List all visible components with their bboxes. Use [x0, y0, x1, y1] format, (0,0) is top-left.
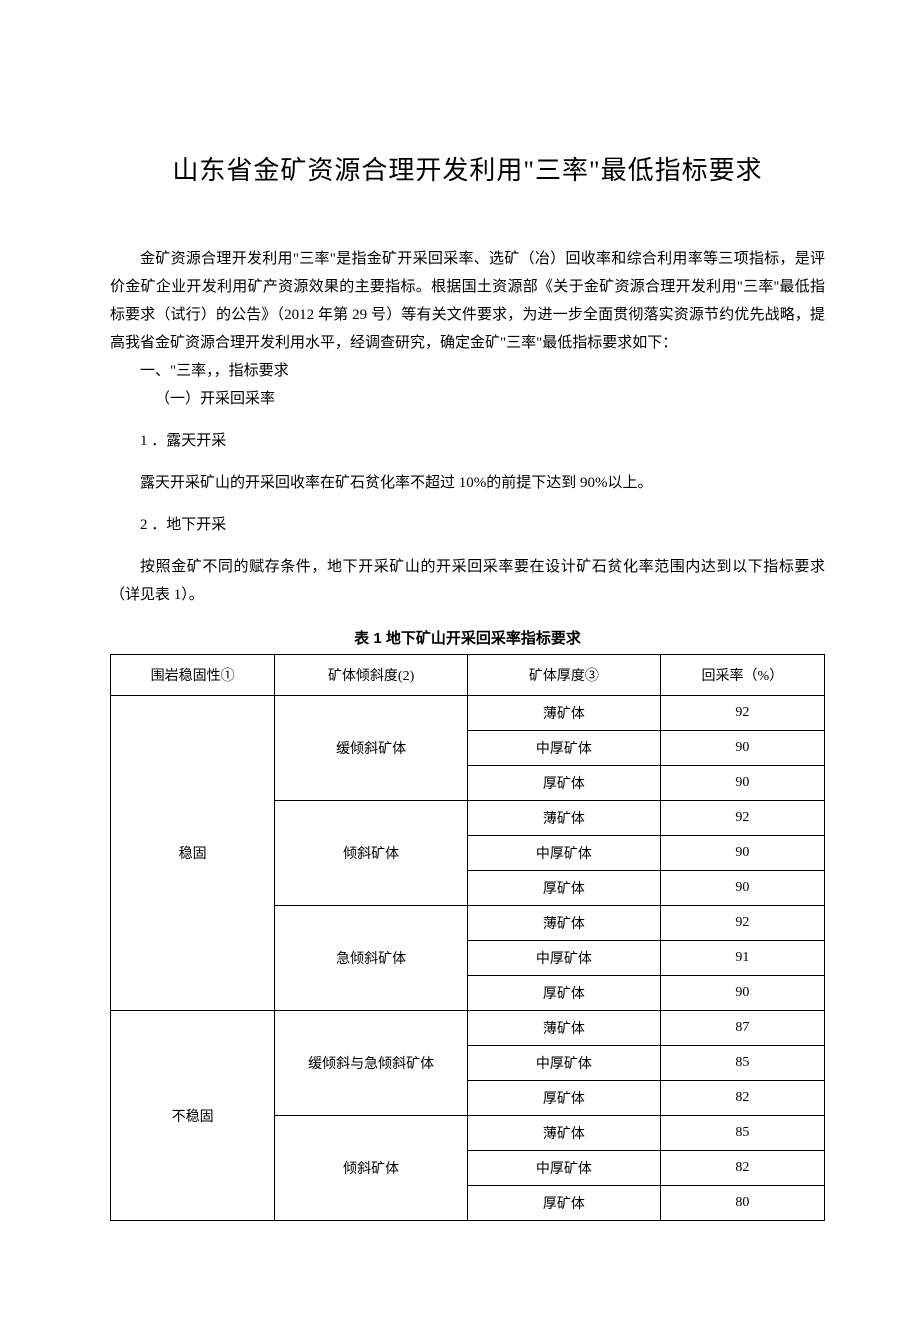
cell-rate: 90	[660, 731, 824, 766]
cell-thickness: 中厚矿体	[467, 731, 660, 766]
cell-thickness: 中厚矿体	[467, 941, 660, 976]
cell-thickness: 厚矿体	[467, 1081, 660, 1116]
cell-thickness: 厚矿体	[467, 766, 660, 801]
cell-rate: 92	[660, 696, 824, 731]
cell-rate: 82	[660, 1151, 824, 1186]
cell-thickness: 薄矿体	[467, 801, 660, 836]
section-1-heading: 一、"三率，，指标要求	[110, 357, 825, 385]
cell-stability: 稳固	[111, 696, 275, 1011]
item-2-body: 按照金矿不同的赋存条件，地下开采矿山的开采回采率要在设计矿石贫化率范围内达到以下…	[110, 553, 825, 609]
cell-thickness: 薄矿体	[467, 696, 660, 731]
cell-thickness: 薄矿体	[467, 1116, 660, 1151]
item-1-body: 露天开采矿山的开采回收率在矿石贫化率不超过 10%的前提下达到 90%以上。	[110, 469, 825, 497]
cell-rate: 85	[660, 1116, 824, 1151]
section-1-1-heading: （一）开采回采率	[110, 385, 825, 413]
col-header-rate: 回采率（%）	[660, 655, 824, 696]
cell-incline: 倾斜矿体	[275, 1116, 468, 1221]
cell-thickness: 薄矿体	[467, 906, 660, 941]
item-1-heading: 1 ．露天开采	[110, 427, 825, 455]
cell-thickness: 中厚矿体	[467, 836, 660, 871]
cell-rate: 92	[660, 801, 824, 836]
cell-incline: 缓倾斜与急倾斜矿体	[275, 1011, 468, 1116]
cell-thickness: 薄矿体	[467, 1011, 660, 1046]
cell-rate: 80	[660, 1186, 824, 1221]
cell-incline: 急倾斜矿体	[275, 906, 468, 1011]
recovery-rate-table: 围岩稳固性① 矿体倾斜度(2) 矿体厚度③ 回采率（%） 稳固缓倾斜矿体薄矿体9…	[110, 654, 825, 1221]
cell-rate: 90	[660, 871, 824, 906]
cell-thickness: 厚矿体	[467, 976, 660, 1011]
intro-paragraph: 金矿资源合理开发利用"三率"是指金矿开采回采率、选矿（冶）回收率和综合利用率等三…	[110, 245, 825, 357]
cell-rate: 87	[660, 1011, 824, 1046]
table-row: 不稳固缓倾斜与急倾斜矿体薄矿体87	[111, 1011, 825, 1046]
item-2-heading: 2 ．地下开采	[110, 511, 825, 539]
cell-thickness: 厚矿体	[467, 1186, 660, 1221]
cell-thickness: 厚矿体	[467, 871, 660, 906]
table-caption: 表 1 地下矿山开采回采率指标要求	[110, 627, 825, 648]
col-header-thickness: 矿体厚度③	[467, 655, 660, 696]
cell-rate: 91	[660, 941, 824, 976]
cell-incline: 缓倾斜矿体	[275, 696, 468, 801]
page-title: 山东省金矿资源合理开发利用"三率"最低指标要求	[110, 150, 825, 187]
cell-rate: 90	[660, 766, 824, 801]
cell-thickness: 中厚矿体	[467, 1151, 660, 1186]
cell-incline: 倾斜矿体	[275, 801, 468, 906]
cell-thickness: 中厚矿体	[467, 1046, 660, 1081]
table-row: 稳固缓倾斜矿体薄矿体92	[111, 696, 825, 731]
cell-stability: 不稳固	[111, 1011, 275, 1221]
table-header-row: 围岩稳固性① 矿体倾斜度(2) 矿体厚度③ 回采率（%）	[111, 655, 825, 696]
cell-rate: 92	[660, 906, 824, 941]
cell-rate: 90	[660, 836, 824, 871]
col-header-incline: 矿体倾斜度(2)	[275, 655, 468, 696]
cell-rate: 85	[660, 1046, 824, 1081]
cell-rate: 90	[660, 976, 824, 1011]
col-header-stability: 围岩稳固性①	[111, 655, 275, 696]
cell-rate: 82	[660, 1081, 824, 1116]
